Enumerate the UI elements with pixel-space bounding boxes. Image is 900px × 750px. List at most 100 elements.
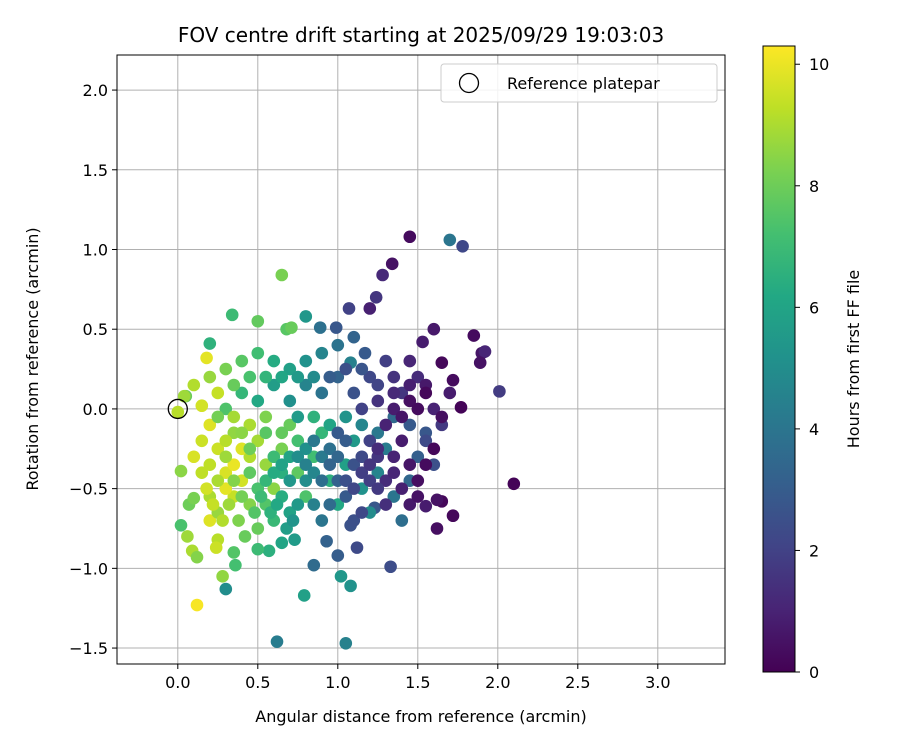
data-point [211, 386, 225, 400]
data-point [395, 410, 409, 424]
data-point [275, 458, 289, 472]
data-point [267, 378, 281, 392]
data-point [267, 450, 281, 464]
data-point [363, 302, 377, 315]
y-tick-label: −1.5 [69, 639, 108, 658]
data-point [219, 362, 233, 376]
data-point [347, 386, 361, 400]
data-point [350, 541, 364, 554]
data-point [259, 370, 273, 384]
data-point [403, 354, 417, 368]
colorbar-ticks: 0 2 4 6 8 10 [795, 55, 829, 682]
data-point [331, 338, 345, 352]
data-point [227, 458, 241, 472]
data-point [371, 378, 385, 392]
data-point [307, 466, 321, 479]
data-point [206, 498, 220, 511]
data-point [419, 499, 433, 513]
data-point [369, 291, 383, 304]
y-tick-label: 1.0 [83, 240, 108, 259]
data-point [251, 434, 265, 448]
data-point [190, 598, 204, 612]
data-point [403, 498, 417, 511]
data-point [251, 522, 265, 535]
data-point [387, 490, 401, 503]
colorbar-tick-label: 6 [809, 298, 819, 317]
data-point [342, 302, 356, 315]
y-tick-label: 2.0 [83, 81, 108, 100]
x-axis-ticks: 0.0 0.5 1.0 1.5 2.0 2.5 3.0 [165, 664, 671, 692]
x-tick-label: 2.5 [565, 673, 590, 692]
data-point [323, 458, 337, 472]
data-point [323, 498, 337, 511]
data-point [251, 542, 265, 556]
y-tick-label: 0.5 [83, 320, 108, 339]
data-point [315, 386, 329, 400]
data-point [216, 570, 229, 583]
data-point [275, 442, 289, 456]
data-point [267, 466, 281, 479]
data-point [219, 434, 233, 448]
colorbar-tick-label: 4 [809, 420, 819, 439]
data-point [216, 514, 229, 527]
data-point [344, 579, 357, 593]
data-point [355, 506, 369, 519]
data-point [507, 477, 521, 491]
data-point [387, 402, 401, 416]
data-point [339, 636, 353, 650]
data-point [435, 410, 449, 424]
data-point [395, 482, 409, 495]
data-point [419, 386, 433, 400]
data-point [347, 458, 361, 472]
data-point [347, 482, 361, 495]
data-point [355, 362, 369, 376]
legend: Reference platepar [440, 63, 718, 103]
data-point [275, 268, 289, 282]
data-point [219, 466, 233, 479]
data-point [299, 490, 313, 503]
data-point [419, 434, 433, 448]
x-tick-label: 0.5 [245, 673, 270, 692]
data-point [403, 418, 417, 432]
data-point [235, 490, 249, 503]
data-point [427, 402, 441, 416]
data-point [297, 589, 311, 602]
data-point [315, 450, 329, 464]
data-point [478, 345, 492, 358]
data-point [174, 464, 188, 478]
data-point [235, 386, 249, 400]
data-point [323, 418, 337, 432]
data-point [411, 370, 425, 384]
data-point [403, 378, 417, 392]
data-point [331, 426, 345, 440]
data-point [411, 490, 425, 503]
data-point [454, 401, 468, 414]
data-point [286, 514, 300, 527]
data-point [288, 533, 301, 546]
x-axis-title: Angular distance from reference (arcmin) [255, 707, 586, 726]
y-tick-label: 1.5 [83, 161, 108, 180]
legend-marker-reference [458, 72, 480, 94]
data-point [315, 426, 329, 440]
data-point [275, 370, 289, 384]
x-tick-label: 2.0 [485, 673, 510, 692]
data-point [203, 514, 217, 527]
reference-marker-group [167, 398, 188, 420]
data-point [371, 426, 385, 440]
data-point [291, 466, 305, 479]
data-point [329, 321, 343, 334]
data-point [347, 330, 361, 344]
data-point [446, 373, 460, 387]
plot-frame [116, 54, 726, 665]
data-point [243, 370, 257, 384]
data-point [267, 354, 281, 368]
data-point [358, 346, 372, 360]
data-point [456, 240, 469, 253]
data-point [291, 450, 305, 464]
data-point [229, 558, 242, 572]
data-point [387, 466, 401, 479]
data-point [443, 386, 457, 400]
data-point [339, 434, 353, 448]
data-point [387, 370, 401, 384]
data-point [211, 442, 225, 456]
